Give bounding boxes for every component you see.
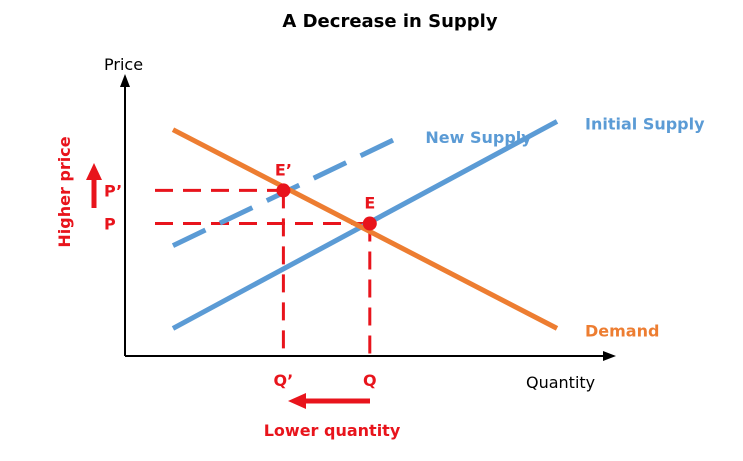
initial-equilibrium-point: [362, 216, 377, 231]
initial-supply-label: Initial Supply: [585, 114, 705, 133]
demand-label: Demand: [585, 321, 659, 340]
equilibrium-points: E P Q E’ P’ Q’: [104, 160, 377, 390]
demand-line: [171, 127, 559, 331]
x-axis-arrow: [603, 351, 616, 361]
higher-price-label: Higher price: [55, 136, 74, 247]
up-arrow-icon: [86, 163, 102, 180]
lower-quantity-label: Lower quantity: [264, 421, 401, 440]
chart-title: A Decrease in Supply: [282, 11, 497, 32]
curve-labels: Initial Supply New Supply Demand: [425, 114, 705, 340]
new-quantity-label: Q’: [274, 371, 294, 390]
new-supply-label: New Supply: [425, 128, 532, 147]
quantity-change-annotation: Lower quantity: [264, 393, 401, 440]
initial-quantity-label: Q: [363, 371, 377, 390]
initial-price-label: P: [104, 215, 116, 234]
axes: Price Quantity: [104, 55, 616, 392]
initial-equilibrium-label: E: [364, 194, 375, 213]
y-axis-arrow: [120, 74, 130, 87]
equilibrium-guides: [155, 188, 372, 356]
x-axis-label: Quantity: [526, 373, 595, 392]
left-arrow-icon: [288, 393, 306, 409]
y-axis-label: Price: [104, 55, 143, 74]
new-equilibrium-label: E’: [275, 160, 292, 179]
price-change-annotation: Higher price: [55, 136, 102, 248]
new-equilibrium-point: [276, 183, 291, 198]
new-price-label: P’: [104, 181, 122, 200]
